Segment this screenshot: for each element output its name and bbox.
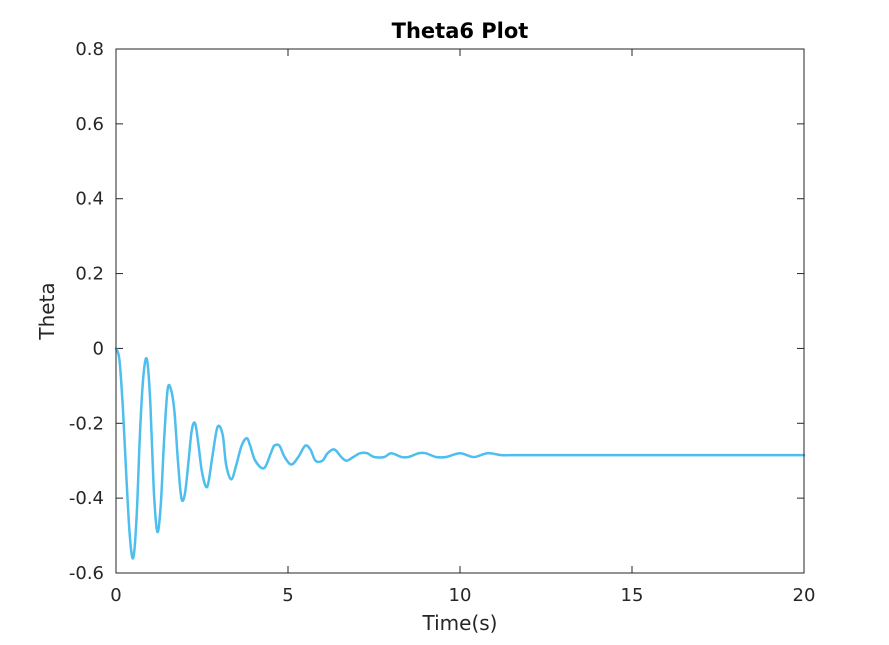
x-axis-label: Time(s): [422, 611, 498, 635]
y-tick-label: 0.8: [75, 39, 104, 60]
x-tick-label: 0: [110, 585, 121, 606]
series-line: [114, 347, 806, 560]
y-tick-label: 0: [93, 338, 104, 359]
x-tick-label: 20: [793, 585, 816, 606]
y-tick-label: -0.4: [69, 488, 104, 509]
x-tick-label: 10: [449, 585, 472, 606]
chart-title: Theta6 Plot: [392, 19, 529, 43]
y-axis-label: Theta: [35, 282, 59, 340]
x-tick-label: 5: [282, 585, 293, 606]
y-tick-label: -0.6: [69, 563, 104, 584]
y-tick-label: -0.2: [69, 413, 104, 434]
plot-area: [116, 49, 804, 573]
axes-box: [115, 48, 805, 574]
tick-labels: 0 5 10 15 20 -0.6 -0.4 -0.2 0 0.2 0.4 0.6 0.8: [69, 39, 816, 606]
x-tick-label: 15: [621, 585, 644, 606]
y-tick-label: 0.4: [75, 189, 104, 210]
y-tick-label: 0.6: [75, 114, 104, 135]
y-tick-label: 0.2: [75, 264, 104, 285]
